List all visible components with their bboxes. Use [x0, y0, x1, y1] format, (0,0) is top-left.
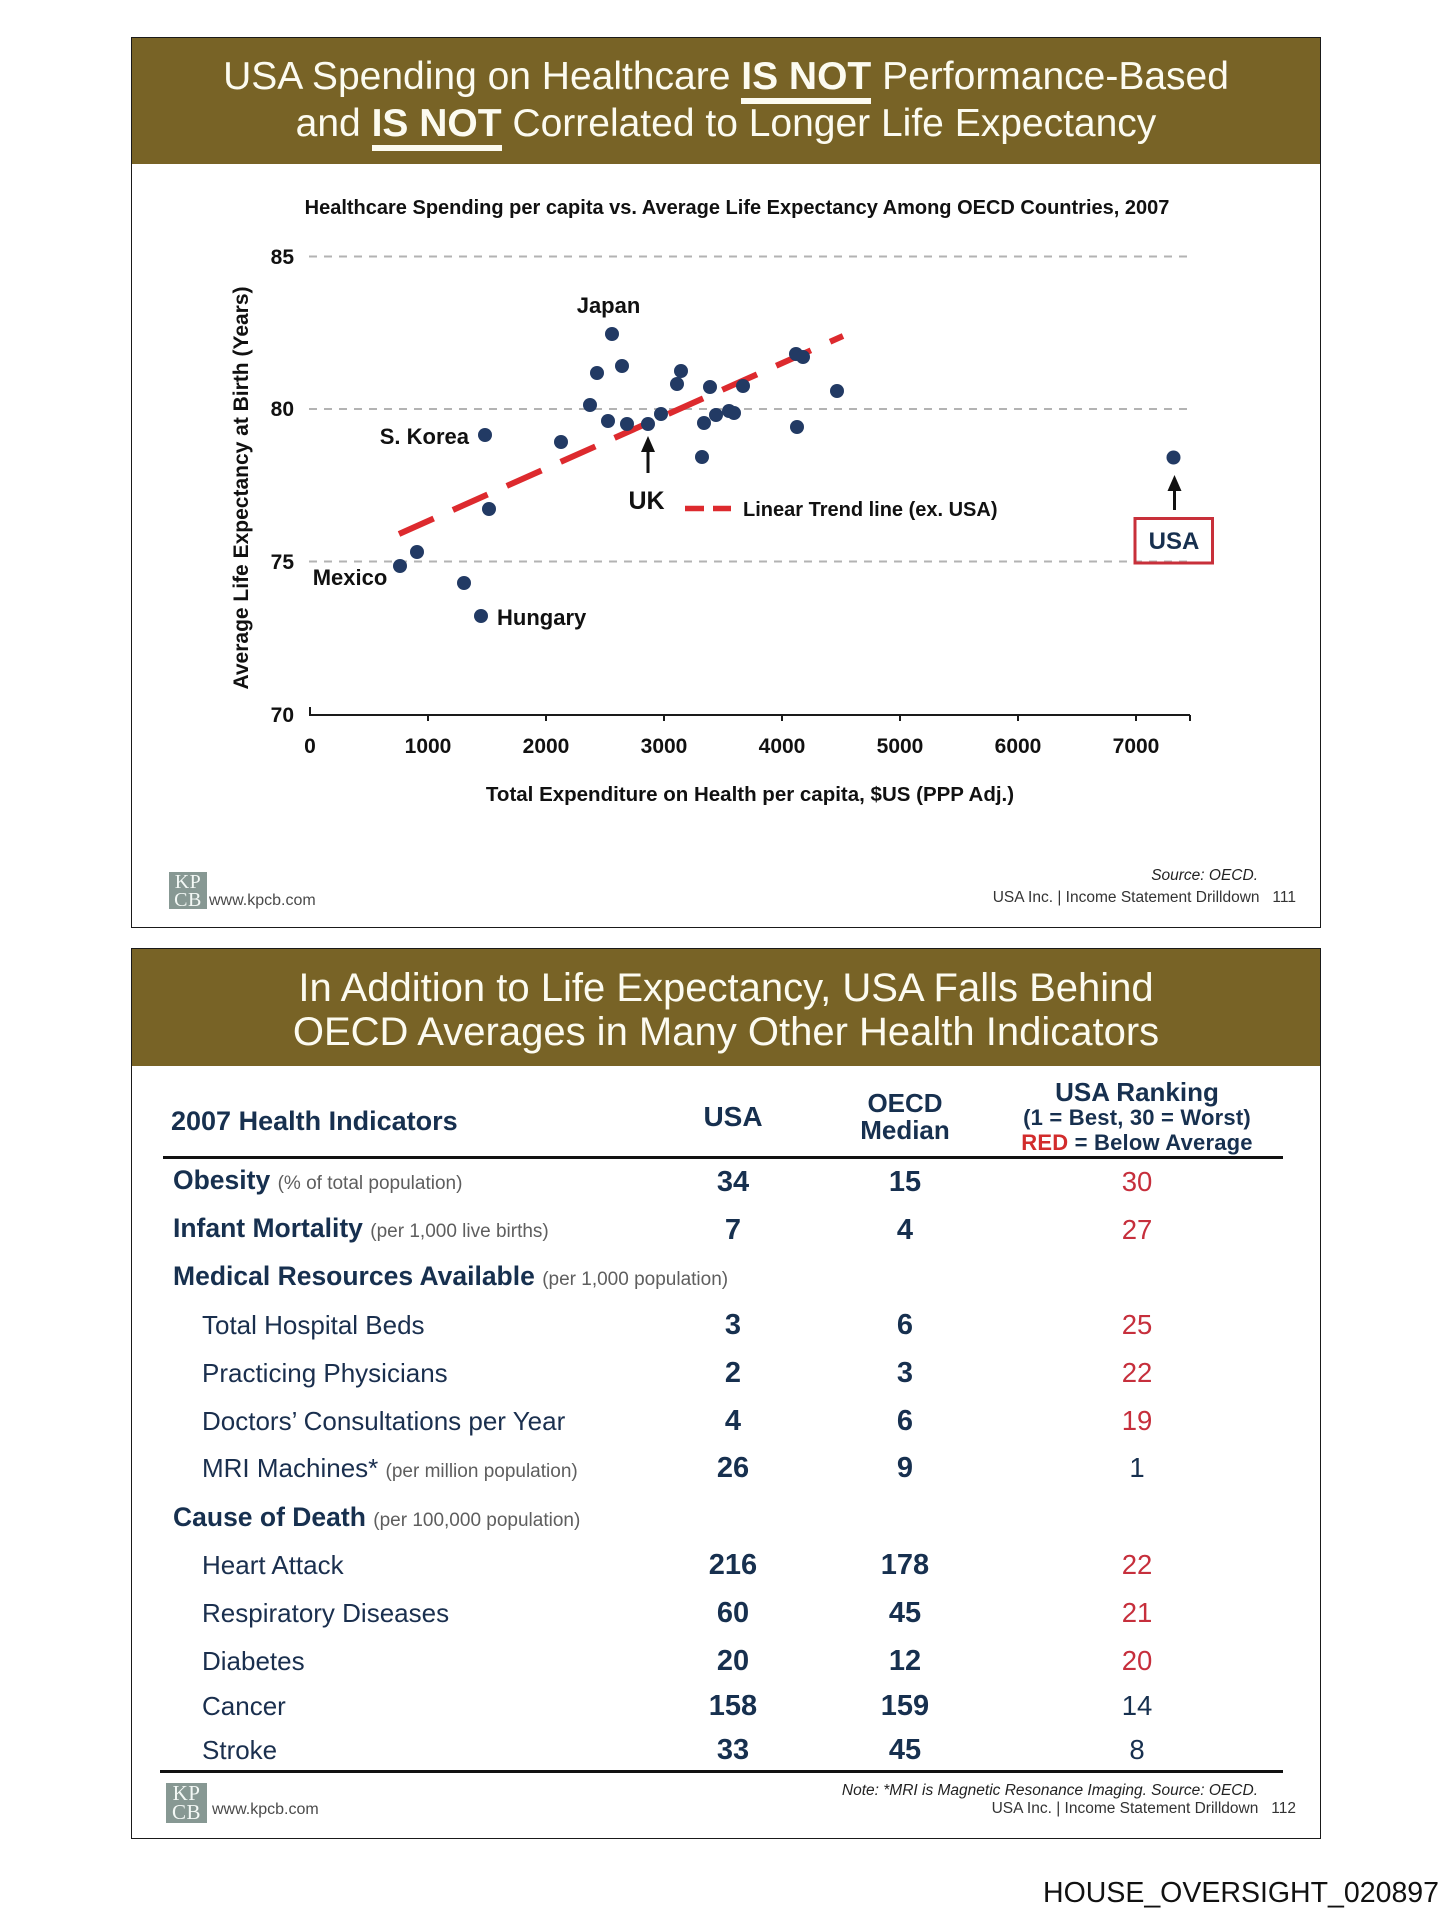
svg-text:0: 0	[304, 735, 316, 758]
svg-text:1000: 1000	[405, 735, 452, 758]
svg-text:75: 75	[271, 551, 295, 574]
svg-text:Mexico: Mexico	[313, 565, 388, 590]
svg-text:Linear Trend line (ex. USA): Linear Trend line (ex. USA)	[743, 499, 998, 521]
svg-text:3000: 3000	[641, 735, 688, 758]
svg-text:2000: 2000	[523, 735, 570, 758]
svg-text:UK: UK	[628, 487, 664, 515]
svg-text:7000: 7000	[1113, 735, 1160, 758]
svg-text:80: 80	[271, 398, 294, 421]
svg-text:70: 70	[271, 704, 294, 727]
svg-text:Total Expenditure on Health pe: Total Expenditure on Health per capita, …	[486, 783, 1014, 806]
svg-text:Average Life Expectancy at Bir: Average Life Expectancy at Birth (Years)	[230, 286, 253, 689]
svg-text:USA: USA	[1149, 528, 1200, 555]
svg-text:5000: 5000	[877, 735, 924, 758]
svg-text:Hungary: Hungary	[497, 605, 587, 630]
svg-text:S. Korea: S. Korea	[380, 424, 470, 449]
svg-text:6000: 6000	[995, 735, 1042, 758]
svg-text:4000: 4000	[759, 735, 806, 758]
svg-text:Japan: Japan	[577, 293, 641, 318]
svg-text:85: 85	[271, 246, 295, 269]
svg-text:Healthcare Spending per capita: Healthcare Spending per capita vs. Avera…	[305, 197, 1170, 219]
